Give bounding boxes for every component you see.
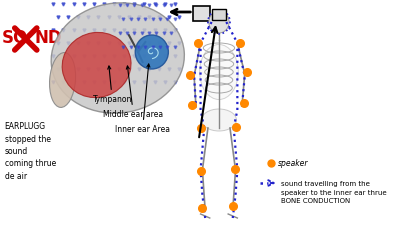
FancyBboxPatch shape [193, 5, 210, 20]
Text: Tympanon: Tympanon [92, 66, 132, 104]
Text: SO: SO [2, 29, 28, 47]
Ellipse shape [51, 3, 184, 113]
Text: speaker: speaker [278, 158, 308, 168]
Ellipse shape [135, 35, 168, 69]
Ellipse shape [202, 109, 236, 131]
Ellipse shape [50, 53, 76, 107]
Text: Middle ear area: Middle ear area [103, 66, 164, 119]
Circle shape [209, 11, 229, 33]
Ellipse shape [62, 32, 131, 98]
Text: sound travelling from the
speaker to the inner ear thrue
BONE CONDUCTION: sound travelling from the speaker to the… [281, 181, 386, 204]
FancyBboxPatch shape [212, 8, 226, 20]
Text: ND: ND [35, 29, 62, 47]
Ellipse shape [200, 44, 238, 99]
Text: Inner ear Area: Inner ear Area [115, 64, 170, 134]
Text: EARPLUGG
stopped the
sound
coming thrue
de air: EARPLUGG stopped the sound coming thrue … [5, 122, 56, 181]
